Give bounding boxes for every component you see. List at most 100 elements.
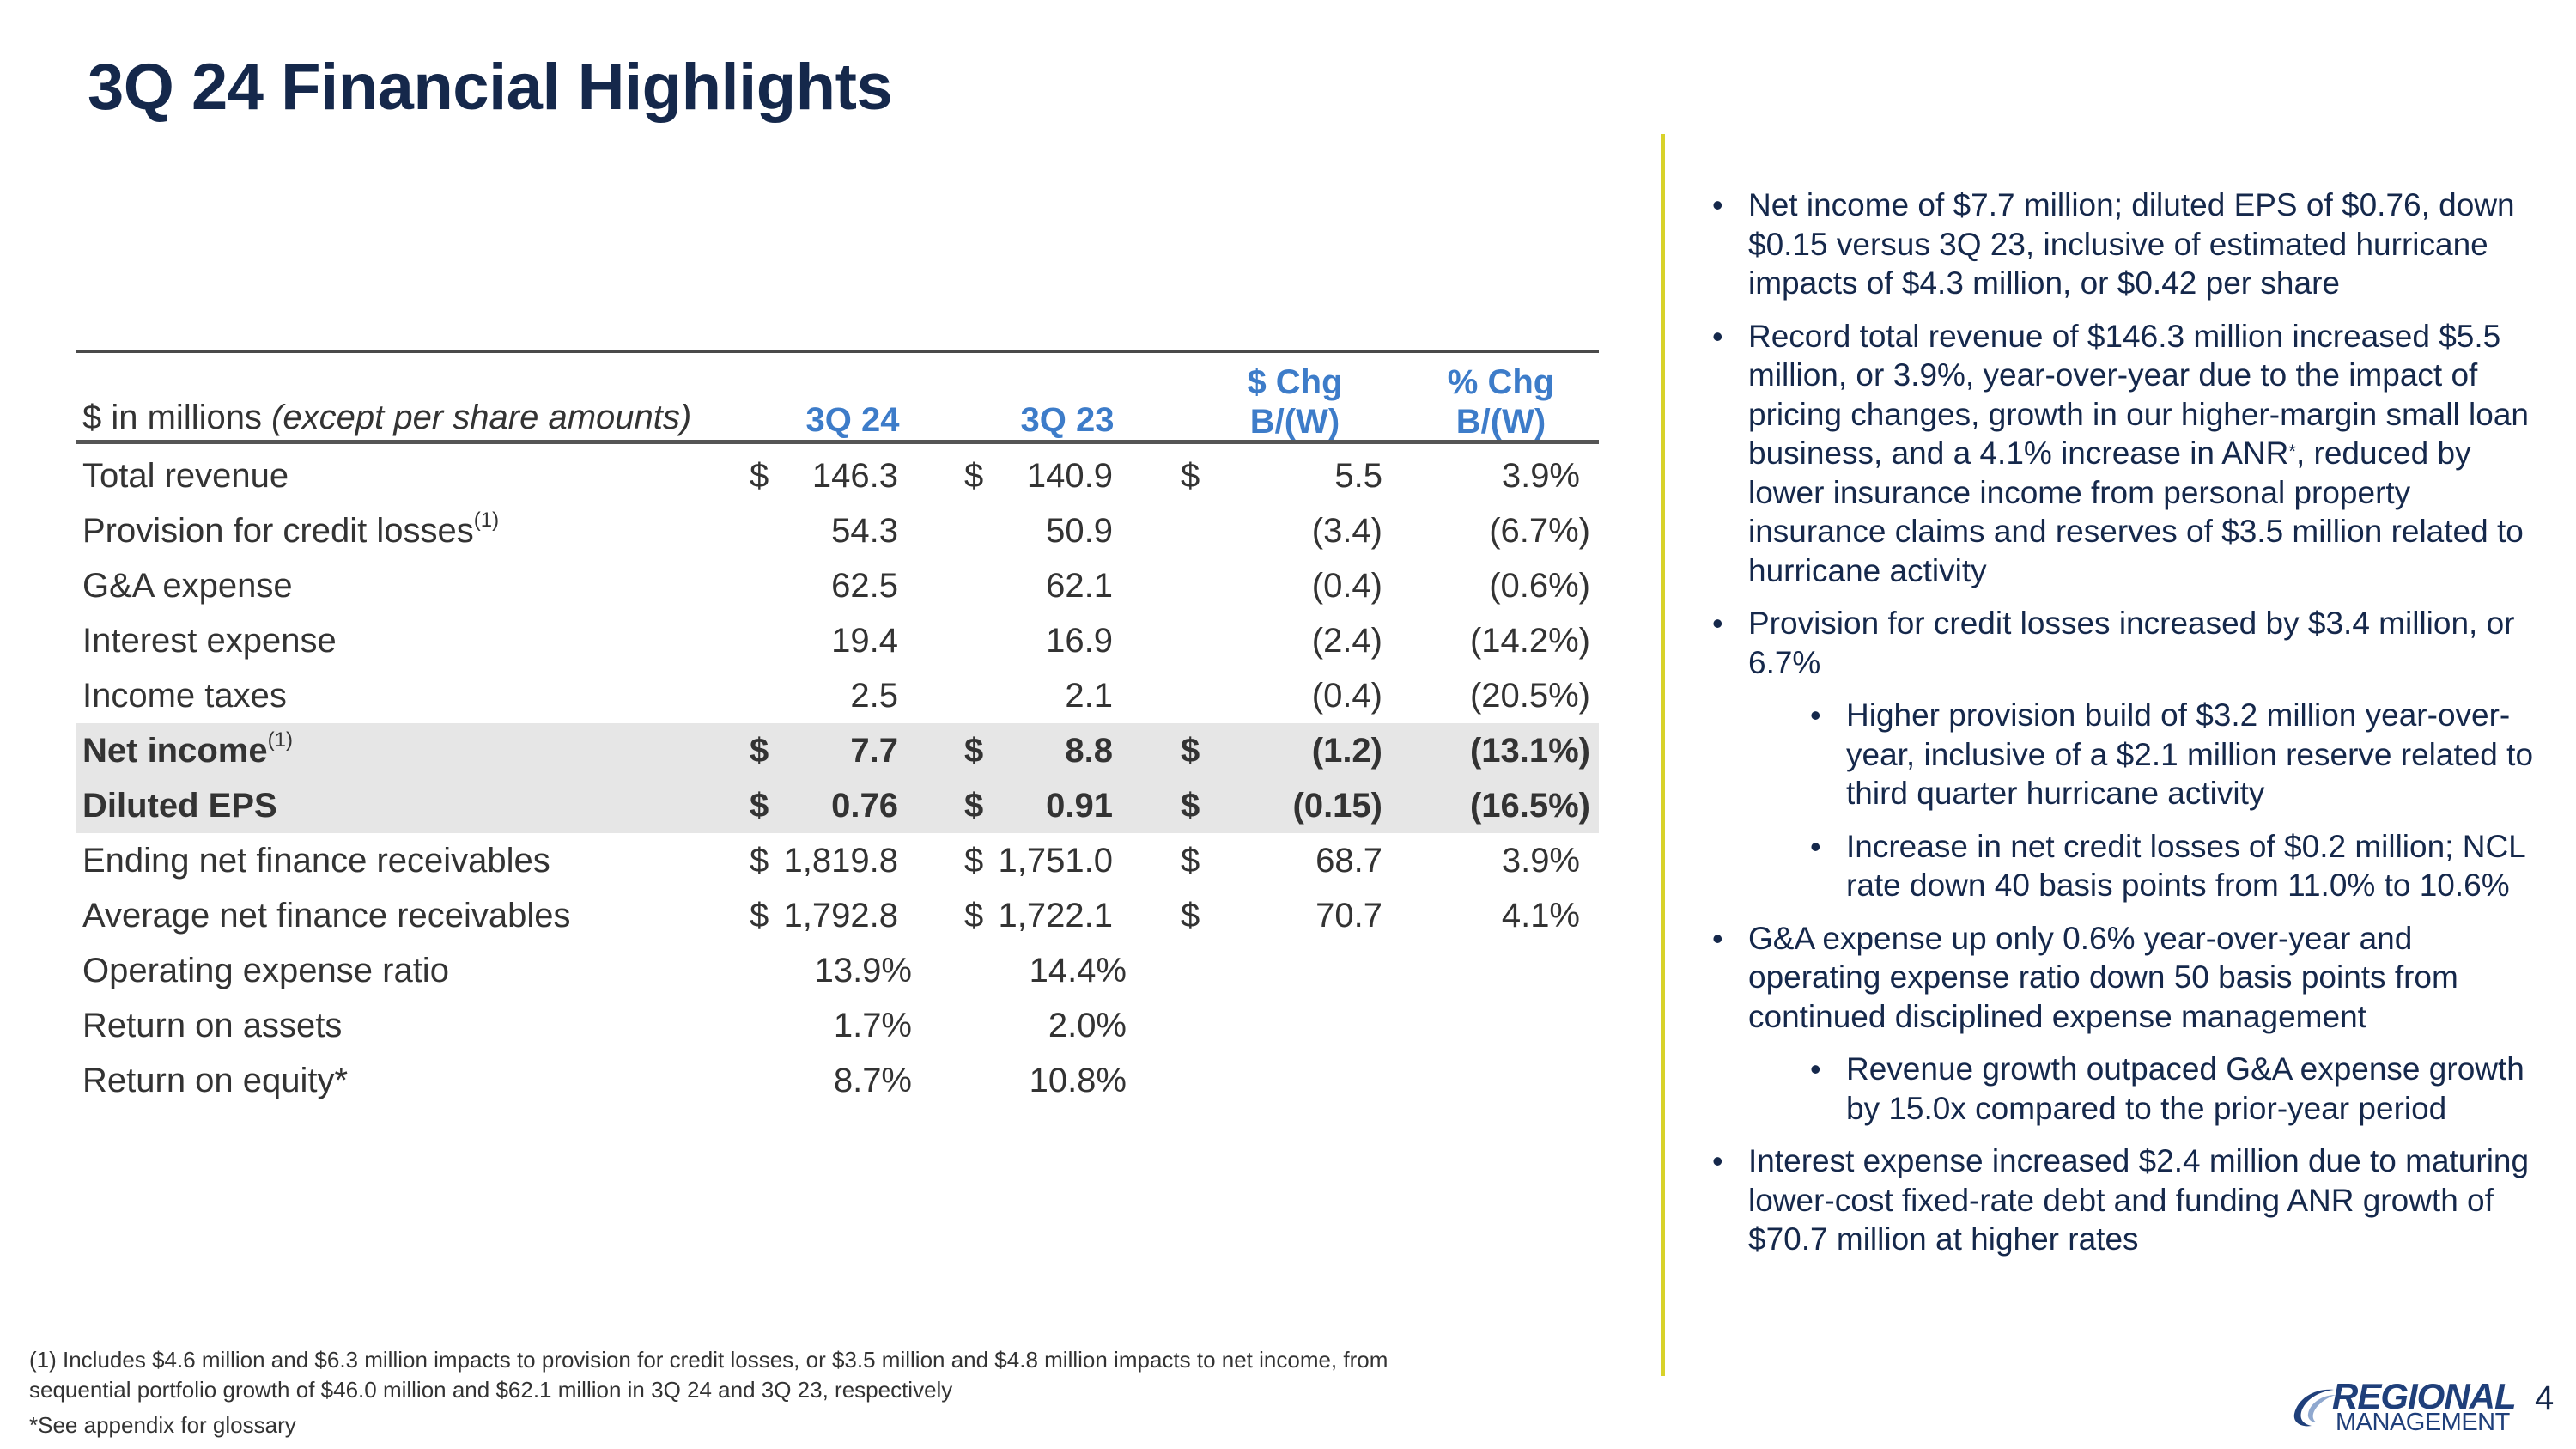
list-item: • Interest expense increased $2.4 million… [1712,1142,2538,1259]
value-3q23: 16.9 [1046,622,1113,660]
bullet-text: G&A expense up only 0.6% year-over-year … [1748,920,2458,1034]
value-pct-chg: (0.6%) [1489,567,1590,605]
list-item: • G&A expense up only 0.6% year-over-year… [1712,919,2538,1037]
value-dollar-chg: (3.4) [1311,512,1382,550]
table-top-rule [76,350,1599,353]
glossary-marker: * [2288,441,2296,462]
list-subitem: • Revenue growth outpaced G&A expense gro… [1810,1050,2538,1128]
value-pct-chg: 3.9% [1501,842,1580,880]
value-3q24: 8.7% [833,1062,912,1099]
value-3q24: 62.5 [831,567,898,605]
row-label: Operating expense ratio [82,952,449,989]
table-row: G&A expense 62.5 62.1 (0.4) (0.6%) [76,558,1599,613]
col-header-dollar-chg-line2: B/(W) [1249,403,1340,441]
col-header-3q24: 3Q 24 [805,401,900,439]
value-3q23: 8.8 [1065,732,1113,770]
units-label-text: $ in millions [82,399,272,436]
col-header-pct-chg-line1: % Chg [1447,363,1555,401]
footnote-glossary: *See appendix for glossary [29,1412,296,1438]
value-3q23: 2.0% [1048,1007,1127,1044]
list-subitem: • Higher provision build of $3.2 million … [1810,696,2538,813]
value-3q23: 62.1 [1046,567,1113,605]
table-row: Return on equity* 8.7% 10.8% [76,1053,1599,1108]
value-pct-chg: (16.5%) [1469,787,1590,825]
value-dollar-chg: (1.2) [1311,732,1382,770]
value-3q23: 10.8% [1029,1062,1127,1099]
dollar-sign: $ [964,842,984,880]
value-pct-chg: (14.2%) [1469,622,1590,660]
value-3q24: 2.5 [850,677,898,715]
bullet-icon: • [1810,1051,1821,1087]
value-dollar-chg: 70.7 [1315,897,1382,935]
table-row: Total revenue $ 146.3 $ 140.9 $ 5.5 3.9% [76,448,1599,503]
footnote-marker: (1) [473,508,500,532]
value-3q23: 14.4% [1029,952,1127,989]
value-3q24: 1,819.8 [783,842,898,880]
value-3q24: 0.76 [831,787,898,825]
dollar-sign: $ [750,787,769,825]
dollar-sign: $ [1181,457,1200,495]
value-3q23: 50.9 [1046,512,1113,550]
logo-line2: MANAGEMENT [2336,1409,2510,1436]
row-label: G&A expense [82,567,293,605]
list-item: • Net income of $7.7 million; diluted EPS… [1712,186,2538,303]
col-header-pct-chg-line2: B/(W) [1455,403,1546,441]
value-pct-chg: (6.7%) [1489,512,1590,550]
table-units-label: $ in millions (except per share amounts) [82,399,691,437]
dollar-sign: $ [1181,787,1200,825]
dollar-sign: $ [964,787,984,825]
logo-line1: REGIONAL [2332,1376,2517,1416]
dollar-sign: $ [1181,732,1200,770]
footnote-1-line2: sequential portfolio growth of $46.0 mil… [29,1377,953,1403]
col-header-dollar-chg-line1: $ Chg [1247,363,1343,401]
dollar-sign: $ [1181,842,1200,880]
dollar-sign: $ [750,457,769,495]
bullet-text: Increase in net credit losses of $0.2 mi… [1846,828,2525,904]
row-label: Diluted EPS [82,787,277,825]
bullet-text-cont: , reduced by lower insurance income from… [1748,435,2524,588]
value-3q24: 146.3 [811,457,898,495]
row-label: Ending net finance receivables [82,842,550,880]
value-3q24: 1,792.8 [783,897,898,935]
value-3q24: 7.7 [850,732,898,770]
bullet-text: Higher provision build of $3.2 million y… [1846,697,2534,811]
dollar-sign: $ [964,457,984,495]
value-3q23: 1,722.1 [998,897,1113,935]
col-header-dollar-chg: $ Chg B/(W) [1209,362,1381,441]
table-row-net-income: Net income(1) $ 7.7 $ 8.8 $ (1.2) (13.1%… [76,723,1599,778]
bullet-icon: • [1712,920,1723,956]
dollar-sign: $ [750,897,769,935]
row-label-text: Provision for credit losses [82,512,474,550]
bullet-text: Net income of $7.7 million; diluted EPS … [1748,187,2515,301]
logo-swoosh-icon [2293,1389,2336,1427]
table-row: Operating expense ratio 13.9% 14.4% [76,943,1599,998]
table-row: Return on assets 1.7% 2.0% [76,998,1599,1053]
bullet-icon: • [1712,318,1723,354]
units-label-italic: (except per share amounts) [271,399,692,436]
row-label: Income taxes [82,677,287,715]
bullet-text: Interest expense increased $2.4 million … [1748,1143,2530,1257]
value-3q24: 13.9% [814,952,912,989]
row-label-text: Net income [82,732,268,770]
footnote-marker: (1) [267,728,293,752]
page-number: 4 [2535,1379,2555,1417]
table-row: Provision for credit losses(1) 54.3 50.9… [76,503,1599,558]
vertical-divider [1661,134,1665,1376]
table-header-rule [76,440,1599,444]
table-row: Average net finance receivables $ 1,792.… [76,888,1599,943]
bullet-text: Revenue growth outpaced G&A expense grow… [1846,1051,2524,1126]
value-pct-chg: 3.9% [1501,457,1580,495]
table-row: Income taxes 2.5 2.1 (0.4) (20.5%) [76,668,1599,723]
row-label: Net income(1) [82,728,293,770]
table-row: Interest expense 19.4 16.9 (2.4) (14.2%) [76,613,1599,668]
bullet-icon: • [1810,697,1821,733]
bullet-text: Record total revenue of $146.3 million i… [1748,318,2530,472]
value-dollar-chg: (0.15) [1292,787,1383,825]
value-3q23: 2.1 [1065,677,1113,715]
row-label: Return on assets [82,1007,343,1044]
value-dollar-chg: (0.4) [1311,677,1382,715]
table-row-diluted-eps: Diluted EPS $ 0.76 $ 0.91 $ (0.15) (16.5… [76,778,1599,833]
bullet-text: Provision for credit losses increased by… [1748,606,2515,680]
value-pct-chg: (20.5%) [1469,677,1590,715]
dollar-sign: $ [964,897,984,935]
